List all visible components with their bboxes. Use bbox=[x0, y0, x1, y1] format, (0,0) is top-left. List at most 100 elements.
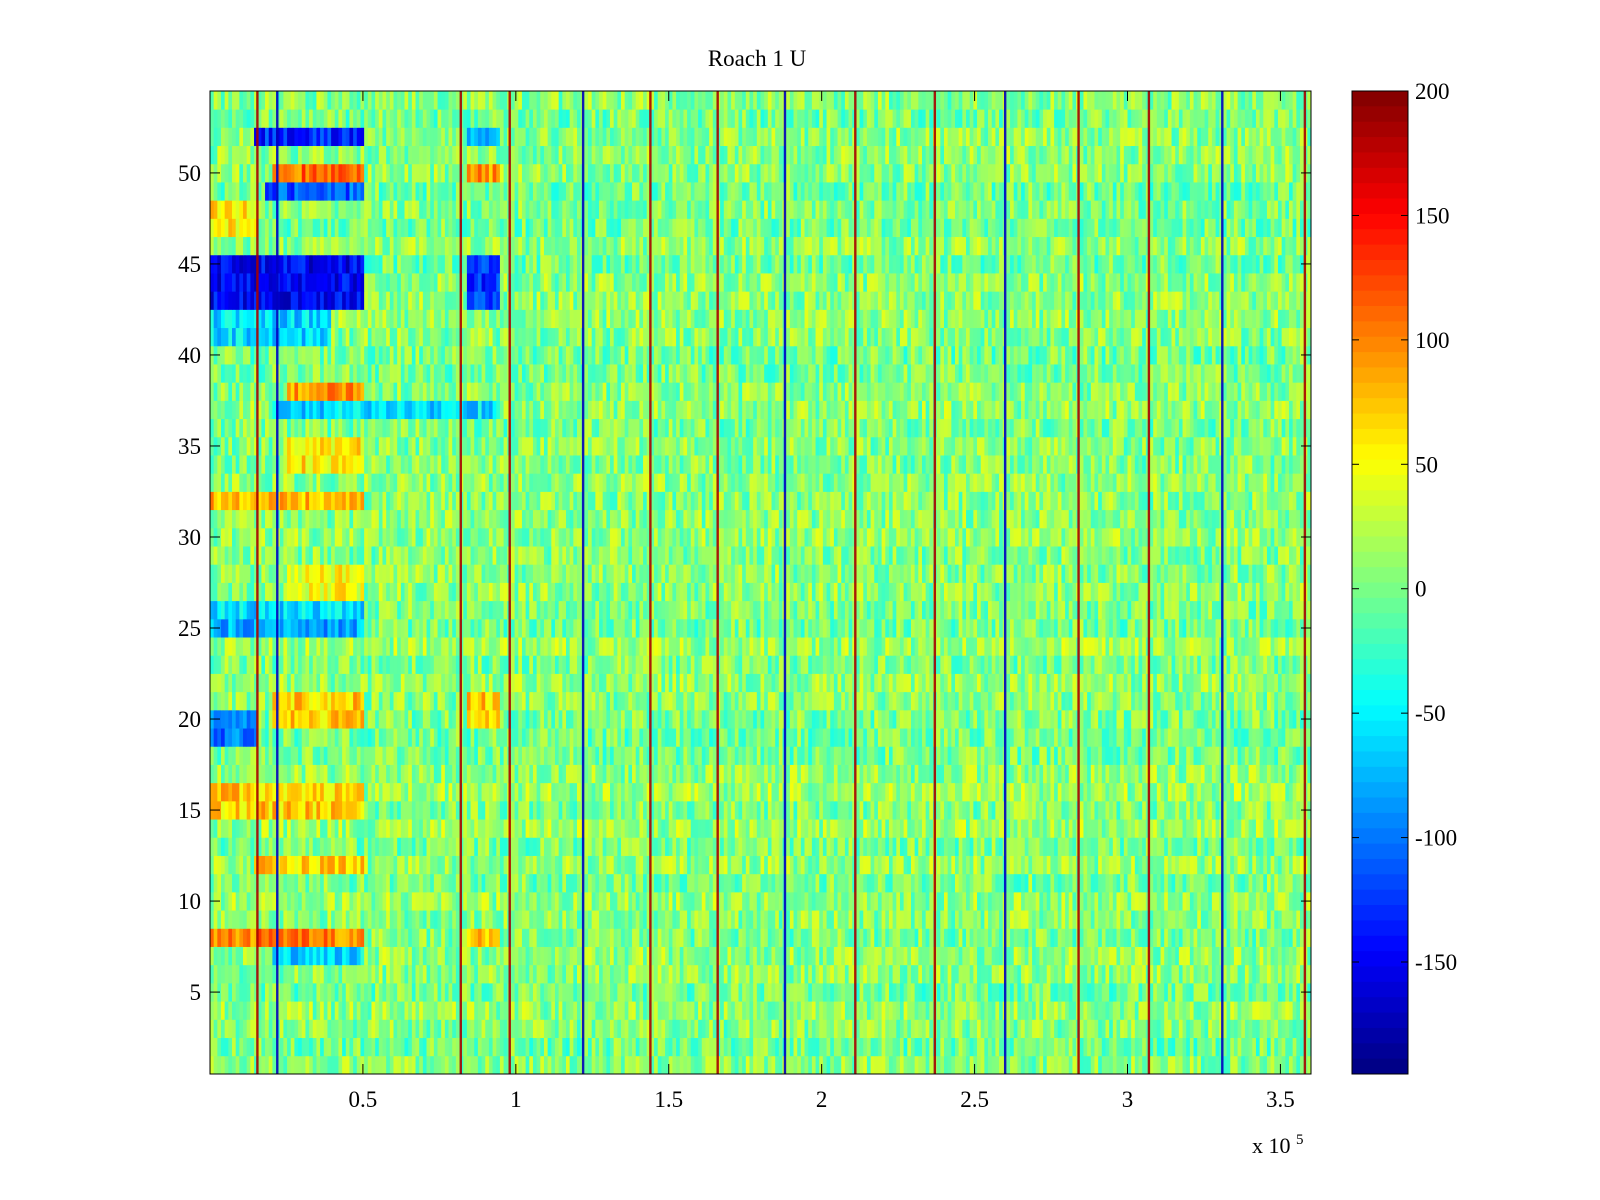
heatmap-cell bbox=[793, 982, 798, 1002]
heatmap-cell bbox=[1215, 800, 1220, 820]
heatmap-cell bbox=[1127, 946, 1132, 966]
heatmap-cell bbox=[628, 946, 633, 966]
heatmap-cell bbox=[1123, 928, 1128, 947]
heatmap-cell bbox=[1120, 982, 1125, 1002]
heatmap-cell bbox=[441, 800, 446, 820]
heatmap-cell bbox=[973, 910, 978, 929]
heatmap-cell bbox=[745, 964, 750, 984]
heatmap-cell bbox=[246, 1055, 251, 1075]
heatmap-cell bbox=[279, 891, 284, 911]
heatmap-cell bbox=[863, 946, 868, 966]
heatmap-cell bbox=[896, 1037, 901, 1057]
heatmap-cell bbox=[210, 855, 215, 875]
heatmap-cell bbox=[877, 928, 883, 947]
heatmap-cell bbox=[1109, 928, 1114, 947]
heatmap-cell bbox=[265, 982, 270, 1002]
heatmap-cell bbox=[826, 928, 831, 947]
heatmap-cell bbox=[903, 819, 908, 838]
heatmap-cell bbox=[753, 837, 758, 856]
heatmap-cell bbox=[463, 964, 468, 984]
heatmap-cell bbox=[510, 1055, 516, 1075]
heatmap-cell bbox=[973, 1019, 978, 1038]
heatmap-cell bbox=[665, 910, 670, 929]
heatmap-cell bbox=[756, 1055, 761, 1075]
heatmap-cell bbox=[624, 1001, 629, 1020]
heatmap-cell bbox=[999, 800, 1004, 820]
heatmap-cell bbox=[1006, 855, 1011, 875]
heatmap-cell bbox=[944, 1001, 949, 1020]
heatmap-cell bbox=[437, 855, 442, 875]
heatmap-cell bbox=[1299, 964, 1305, 984]
heatmap-cell bbox=[551, 1037, 556, 1057]
heatmap-cell bbox=[1252, 946, 1257, 966]
heatmap-cell bbox=[514, 910, 519, 929]
heatmap-cell bbox=[789, 1037, 794, 1057]
heatmap-cell bbox=[793, 928, 798, 947]
heatmap-cell bbox=[518, 1019, 523, 1038]
heatmap-cell bbox=[323, 928, 328, 947]
heatmap-cell bbox=[778, 873, 783, 893]
heatmap-cell bbox=[250, 1001, 255, 1020]
heatmap-cell bbox=[1083, 819, 1088, 838]
heatmap-cell bbox=[320, 800, 325, 820]
heatmap-cell bbox=[272, 1001, 277, 1020]
heatmap-cell bbox=[1252, 1037, 1257, 1057]
heatmap-cell bbox=[250, 819, 255, 838]
heatmap-cell bbox=[991, 782, 996, 802]
heatmap-cell bbox=[830, 1019, 835, 1038]
heatmap-cell bbox=[617, 819, 622, 838]
heatmap-cell bbox=[452, 982, 457, 1002]
heatmap-cell bbox=[455, 964, 460, 984]
heatmap-cell bbox=[397, 800, 402, 820]
heatmap-cell bbox=[404, 910, 409, 929]
heatmap-cell bbox=[1233, 837, 1238, 856]
heatmap-cell bbox=[1208, 910, 1213, 929]
heatmap-cell bbox=[980, 800, 985, 820]
heatmap-cell bbox=[430, 1055, 435, 1075]
heatmap-cell bbox=[1105, 928, 1110, 947]
heatmap-cell bbox=[419, 928, 424, 947]
heatmap-cell bbox=[1288, 910, 1294, 929]
heatmap-cell bbox=[1079, 910, 1084, 929]
heatmap-cell bbox=[408, 819, 413, 838]
heatmap-cell bbox=[334, 928, 339, 947]
heatmap-cell bbox=[1252, 910, 1257, 929]
heatmap-cell bbox=[1090, 928, 1095, 947]
heatmap-cell bbox=[910, 873, 916, 893]
heatmap-cell bbox=[364, 928, 369, 947]
heatmap-cell bbox=[448, 964, 453, 984]
heatmap-cell bbox=[822, 964, 827, 984]
heatmap-cell bbox=[400, 964, 405, 984]
heatmap-cell bbox=[342, 964, 347, 984]
heatmap-cell bbox=[1083, 1001, 1088, 1020]
heatmap-cell bbox=[712, 819, 717, 838]
heatmap-cell bbox=[569, 782, 574, 802]
heatmap-cell bbox=[1101, 1001, 1106, 1020]
heatmap-cell bbox=[1068, 964, 1073, 984]
heatmap-cell bbox=[485, 855, 490, 875]
heatmap-cell bbox=[588, 891, 593, 911]
heatmap-cell bbox=[918, 946, 923, 966]
heatmap-cell bbox=[525, 800, 530, 820]
heatmap-cell bbox=[808, 964, 813, 984]
heatmap-cell bbox=[455, 946, 460, 966]
heatmap-cell bbox=[687, 819, 692, 838]
heatmap-cell bbox=[1230, 982, 1235, 1002]
heatmap-cell bbox=[353, 982, 358, 1002]
heatmap-cell bbox=[272, 910, 277, 929]
heatmap-cell bbox=[448, 873, 453, 893]
heatmap-cell bbox=[415, 928, 420, 947]
heatmap-cell bbox=[1255, 837, 1261, 856]
heatmap-cell bbox=[1006, 964, 1011, 984]
heatmap-cell bbox=[1255, 800, 1261, 820]
heatmap-cell bbox=[1193, 782, 1198, 802]
heatmap-cell bbox=[1277, 964, 1283, 984]
heatmap-cell bbox=[690, 1055, 695, 1075]
heatmap-cell bbox=[830, 837, 835, 856]
heatmap-cell bbox=[988, 928, 993, 947]
heatmap-cell bbox=[701, 910, 706, 929]
heatmap-cell bbox=[239, 764, 244, 784]
heatmap-cell bbox=[639, 873, 644, 893]
heatmap-cell bbox=[771, 964, 776, 984]
heatmap-cell bbox=[378, 928, 383, 947]
